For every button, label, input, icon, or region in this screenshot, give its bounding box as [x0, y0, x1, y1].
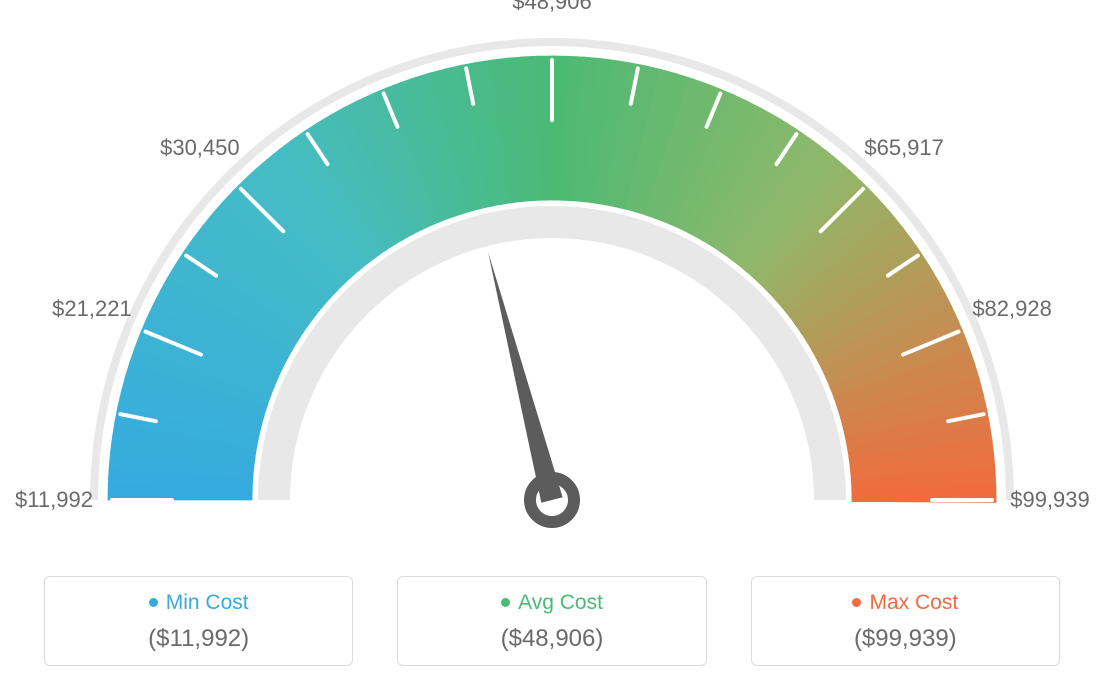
legend-title-avg: Avg Cost [501, 591, 603, 615]
legend-title-text: Avg Cost [518, 591, 603, 615]
gauge-tick-label: $48,906 [512, 0, 592, 15]
legend-value: ($99,939) [762, 625, 1049, 653]
chart-container: $11,992 $21,221 $30,450 $48,906 $65,917 $82,9… [0, 0, 1104, 690]
legend-value: ($48,906) [408, 625, 695, 653]
legend-title-min: Min Cost [149, 591, 249, 615]
dot-icon [149, 598, 158, 607]
legend-title-text: Min Cost [166, 591, 249, 615]
legend-title-max: Max Cost [852, 591, 958, 615]
legend-row: Min Cost ($11,992) Avg Cost ($48,906) Ma… [0, 576, 1104, 666]
legend-card-min: Min Cost ($11,992) [44, 576, 353, 666]
gauge-tick-label: $99,939 [1010, 487, 1090, 513]
dot-icon [501, 598, 510, 607]
dot-icon [852, 598, 861, 607]
gauge-tick-label: $21,221 [52, 296, 132, 322]
gauge-tick-label: $11,992 [15, 487, 93, 513]
gauge-tick-label: $30,450 [160, 135, 240, 161]
legend-card-max: Max Cost ($99,939) [751, 576, 1060, 666]
legend-title-text: Max Cost [869, 591, 958, 615]
gauge-chart: $11,992 $21,221 $30,450 $48,906 $65,917 $82,9… [0, 0, 1104, 560]
gauge-tick-label: $65,917 [864, 135, 944, 161]
legend-value-min: ($11,992) [55, 625, 342, 653]
gauge-tick-label: $82,928 [972, 296, 1052, 322]
gauge-svg [0, 0, 1104, 560]
legend-card-avg: Avg Cost ($48,906) [397, 576, 706, 666]
